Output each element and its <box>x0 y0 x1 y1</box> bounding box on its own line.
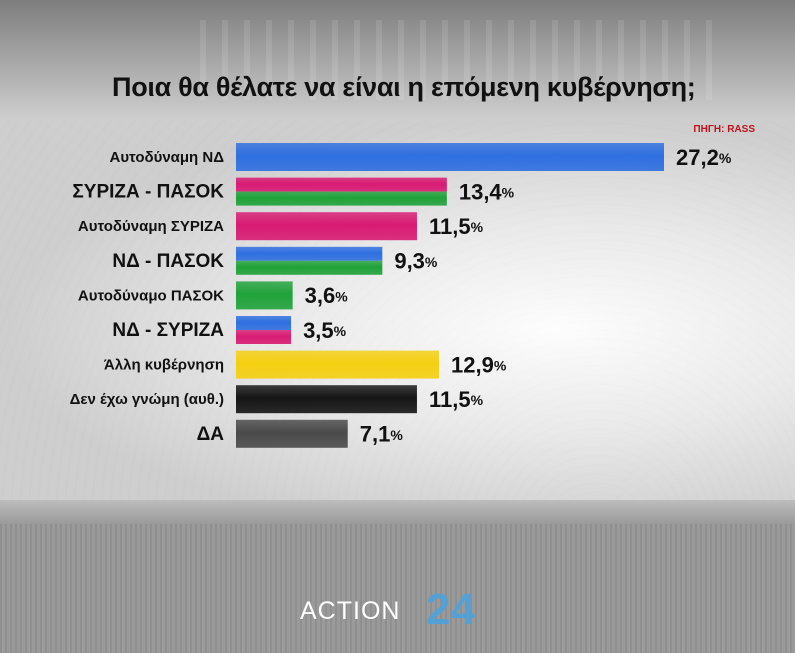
category-label: ΔΑ <box>197 424 225 445</box>
value-unit: % <box>502 184 515 200</box>
bar-segment <box>236 260 383 275</box>
bar-segment <box>236 212 417 241</box>
source-label: ΠΗΓΗ: RASS <box>693 124 755 135</box>
brand-number: 24 <box>426 585 475 634</box>
value-label: 3,6% <box>305 283 349 308</box>
value-label: 3,5% <box>303 318 347 343</box>
category-label: Αυτοδύναμη ΝΔ <box>109 149 224 166</box>
value-unit: % <box>494 357 507 373</box>
bar-segment <box>236 246 383 261</box>
bar-segment <box>236 316 292 330</box>
value-unit: % <box>334 323 347 339</box>
value-label: 12,9% <box>451 352 507 377</box>
brand-logo: ACTION 24 <box>300 585 500 645</box>
value-label: 11,5% <box>429 214 484 239</box>
value-label: 27,2% <box>676 145 732 170</box>
value-unit: % <box>390 427 403 443</box>
category-label: Αυτοδύναμο ΠΑΣΟΚ <box>78 287 224 304</box>
bar-segment <box>236 177 447 192</box>
background-top <box>0 0 795 120</box>
category-label: Αυτοδύναμη ΣΥΡΙΖΑ <box>78 218 224 235</box>
brand-name: ACTION <box>300 597 401 625</box>
bar-segment <box>236 191 447 206</box>
category-label: ΝΔ - ΣΥΡΙΖΑ <box>112 320 224 341</box>
background-band <box>0 500 795 524</box>
value-label: 9,3% <box>394 249 438 274</box>
building-backdrop <box>200 20 720 100</box>
category-label: ΝΔ - ΠΑΣΟΚ <box>112 251 224 272</box>
value-unit: % <box>425 254 438 270</box>
value-unit: % <box>335 288 348 304</box>
background-bottom <box>0 500 795 653</box>
bar-segment <box>236 281 293 310</box>
value-label: 11,5% <box>429 387 484 412</box>
value-label: 13,4% <box>459 179 515 204</box>
bar-segment <box>236 350 439 379</box>
bar-segment <box>236 385 417 414</box>
value-unit: % <box>719 150 732 166</box>
bar-segment <box>236 419 348 448</box>
bar-segment <box>236 330 292 344</box>
value-unit: % <box>471 219 484 235</box>
value-unit: % <box>471 392 484 408</box>
category-label: Δεν έχω γνώμη (αυθ.) <box>70 391 224 408</box>
bar-segment <box>236 143 664 171</box>
chart-title: Ποια θα θέλατε να είναι η επόμενη κυβέρν… <box>112 72 696 102</box>
value-label: 7,1% <box>360 422 404 447</box>
category-label: ΣΥΡΙΖΑ - ΠΑΣΟΚ <box>72 182 224 203</box>
category-label: Άλλη κυβέρνηση <box>104 357 224 374</box>
